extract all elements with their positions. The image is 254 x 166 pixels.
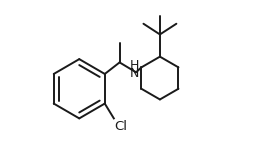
Text: N: N bbox=[130, 67, 140, 80]
Text: Cl: Cl bbox=[114, 120, 127, 132]
Text: H: H bbox=[130, 59, 140, 72]
